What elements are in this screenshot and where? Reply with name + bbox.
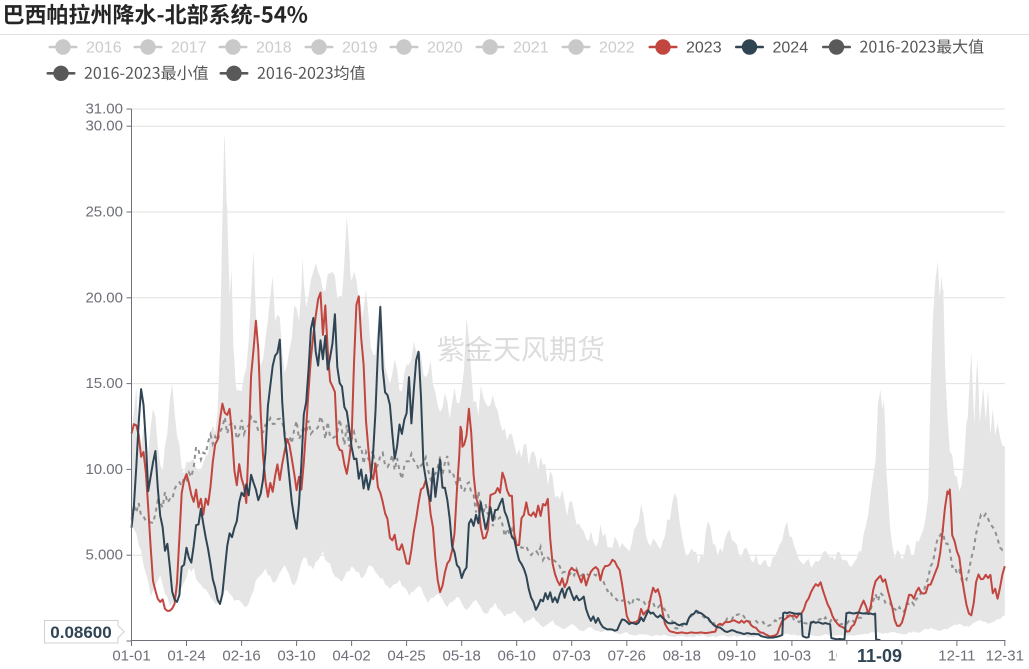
svg-text:03-10: 03-10 — [277, 648, 315, 665]
svg-text:01-01: 01-01 — [112, 648, 150, 665]
svg-text:09-10: 09-10 — [718, 648, 756, 665]
svg-text:01-24: 01-24 — [167, 648, 205, 665]
svg-text:31.00: 31.00 — [85, 101, 123, 118]
svg-text:2019: 2019 — [342, 40, 378, 57]
svg-text:30.00: 30.00 — [85, 118, 123, 135]
svg-text:04-02: 04-02 — [332, 648, 370, 665]
svg-text:12-11: 12-11 — [938, 648, 975, 665]
svg-text:10-03: 10-03 — [773, 648, 811, 665]
svg-text:5.000: 5.000 — [85, 547, 123, 564]
svg-text:2016: 2016 — [86, 40, 122, 57]
svg-text:11-09: 11-09 — [857, 646, 902, 666]
svg-text:20.00: 20.00 — [85, 289, 123, 306]
svg-text:07-26: 07-26 — [608, 648, 646, 665]
svg-text:2018: 2018 — [256, 40, 292, 57]
svg-text:25.00: 25.00 — [85, 204, 123, 221]
svg-text:12-31: 12-31 — [986, 648, 1024, 665]
svg-text:10.00: 10.00 — [85, 461, 123, 478]
svg-text:06-10: 06-10 — [498, 648, 536, 665]
svg-text:0.08600: 0.08600 — [50, 623, 111, 642]
svg-text:07-03: 07-03 — [553, 648, 591, 665]
svg-text:2022: 2022 — [599, 40, 635, 57]
svg-text:02-16: 02-16 — [222, 648, 260, 665]
svg-text:15.00: 15.00 — [85, 375, 123, 392]
svg-text:08-18: 08-18 — [663, 648, 701, 665]
svg-text:04-25: 04-25 — [387, 648, 425, 665]
svg-text:2017: 2017 — [171, 40, 207, 57]
svg-text:2021: 2021 — [513, 40, 549, 57]
svg-text:2024: 2024 — [773, 40, 809, 57]
svg-text:2020: 2020 — [427, 40, 463, 57]
svg-text:2023: 2023 — [686, 40, 722, 57]
svg-text:05-18: 05-18 — [443, 648, 481, 665]
